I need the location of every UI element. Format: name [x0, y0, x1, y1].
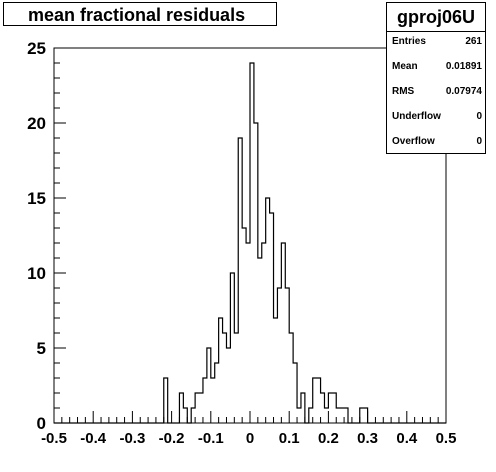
axis-ticks [53, 47, 447, 424]
stats-box: gproj06U Entries 261 Mean 0.01891 RMS 0.… [386, 2, 486, 154]
stats-row-overflow: Overflow 0 [392, 136, 482, 156]
y-tick-label: 15 [27, 189, 46, 208]
stats-value: 0 [476, 111, 482, 122]
stats-value: 261 [465, 36, 482, 47]
x-tick-label: -0.2 [159, 430, 185, 447]
stats-key: Overflow [392, 136, 435, 147]
stats-key: Mean [392, 61, 418, 72]
x-tick-label: -0.3 [119, 430, 145, 447]
stats-row-rms: RMS 0.07974 [392, 86, 482, 106]
x-tick-label: 0.3 [357, 430, 378, 447]
x-tick-label: 0 [246, 430, 254, 447]
stats-row-underflow: Underflow 0 [392, 111, 482, 131]
y-tick-label: 25 [27, 39, 46, 58]
stats-row-mean: Mean 0.01891 [392, 61, 482, 81]
stats-key: RMS [392, 86, 415, 97]
x-tick-label: 0.4 [396, 430, 418, 447]
histogram-outline [54, 62, 446, 424]
axis-tick-labels: -0.5 -0.4 -0.3 -0.2 -0.1 0 0.1 0.2 0.3 0.4 0.5 0 5 10… [27, 39, 456, 447]
stats-value: 0.01891 [445, 61, 482, 72]
stats-key: Underflow [392, 111, 441, 122]
stats-row-entries: Entries 261 [392, 36, 482, 56]
y-tick-label: 0 [37, 414, 46, 433]
x-tick-label: 0.2 [318, 430, 339, 447]
chart-title: mean fractional residuals [28, 5, 246, 25]
stats-value: 0.07974 [445, 86, 482, 97]
y-tick-label: 10 [27, 264, 46, 283]
x-tick-label: 0.1 [279, 430, 300, 447]
stats-value: 0 [476, 136, 482, 147]
x-tick-label: -0.1 [198, 430, 224, 447]
x-tick-label: -0.4 [80, 430, 107, 447]
y-tick-label: 20 [27, 114, 46, 133]
x-tick-label: -0.5 [41, 430, 67, 447]
y-tick-label: 5 [37, 339, 46, 358]
stats-histogram-name: gproj06U [387, 3, 485, 32]
x-tick-label: 0.5 [436, 430, 457, 447]
title-box: mean fractional residuals [3, 2, 277, 26]
stats-key: Entries [392, 36, 426, 47]
